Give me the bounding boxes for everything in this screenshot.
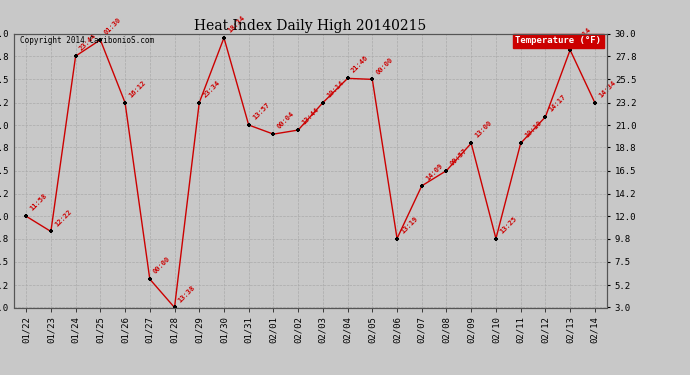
Text: 14:09: 14:09	[424, 162, 444, 182]
Text: 09:57: 09:57	[449, 147, 469, 166]
Point	[194, 100, 205, 106]
Text: 15:14: 15:14	[573, 27, 592, 46]
Text: Temperature (°F): Temperature (°F)	[515, 36, 601, 45]
Text: 13:00: 13:00	[474, 120, 493, 139]
Text: 13:57: 13:57	[251, 102, 270, 121]
Point	[391, 236, 402, 242]
Text: 14:17: 14:17	[548, 93, 567, 113]
Text: 10:10: 10:10	[524, 120, 543, 139]
Text: 13:44: 13:44	[301, 106, 320, 126]
Point	[95, 37, 106, 43]
Point	[441, 168, 452, 174]
Point	[317, 100, 328, 106]
Text: 23:44: 23:44	[79, 33, 98, 52]
Text: Copyright 2014 CaribonioS.com: Copyright 2014 CaribonioS.com	[20, 36, 154, 45]
Point	[515, 140, 526, 146]
Title: Heat Index Daily High 20140215: Heat Index Daily High 20140215	[195, 19, 426, 33]
Text: 00:00: 00:00	[152, 256, 172, 275]
Point	[21, 213, 32, 219]
Point	[293, 127, 304, 133]
Text: 14:34: 14:34	[598, 79, 617, 99]
Text: 13:19: 13:19	[400, 215, 419, 234]
Point	[243, 122, 254, 128]
Text: 13:25: 13:25	[499, 215, 518, 234]
Text: 01:30: 01:30	[103, 16, 122, 36]
Text: 16:12: 16:12	[128, 79, 147, 99]
Point	[589, 100, 600, 106]
Point	[540, 114, 551, 120]
Text: 12:22: 12:22	[54, 208, 73, 227]
Text: 21:46: 21:46	[351, 55, 370, 74]
Text: 13:38: 13:38	[177, 284, 197, 303]
Point	[119, 100, 130, 106]
Point	[416, 183, 427, 189]
Point	[46, 228, 57, 234]
Point	[564, 47, 575, 53]
Text: 00:00: 00:00	[375, 56, 395, 75]
Text: 18:34: 18:34	[227, 14, 246, 34]
Point	[491, 236, 502, 242]
Point	[268, 131, 279, 137]
Text: 23:34: 23:34	[202, 79, 221, 99]
Point	[144, 276, 155, 282]
Text: 11:58: 11:58	[29, 193, 48, 212]
Point	[219, 35, 230, 41]
Point	[70, 53, 81, 59]
Text: 00:04: 00:04	[276, 111, 295, 130]
Point	[169, 304, 180, 310]
Text: 10:14: 10:14	[326, 79, 345, 99]
Point	[342, 75, 353, 81]
Point	[466, 140, 477, 146]
Point	[367, 76, 378, 82]
